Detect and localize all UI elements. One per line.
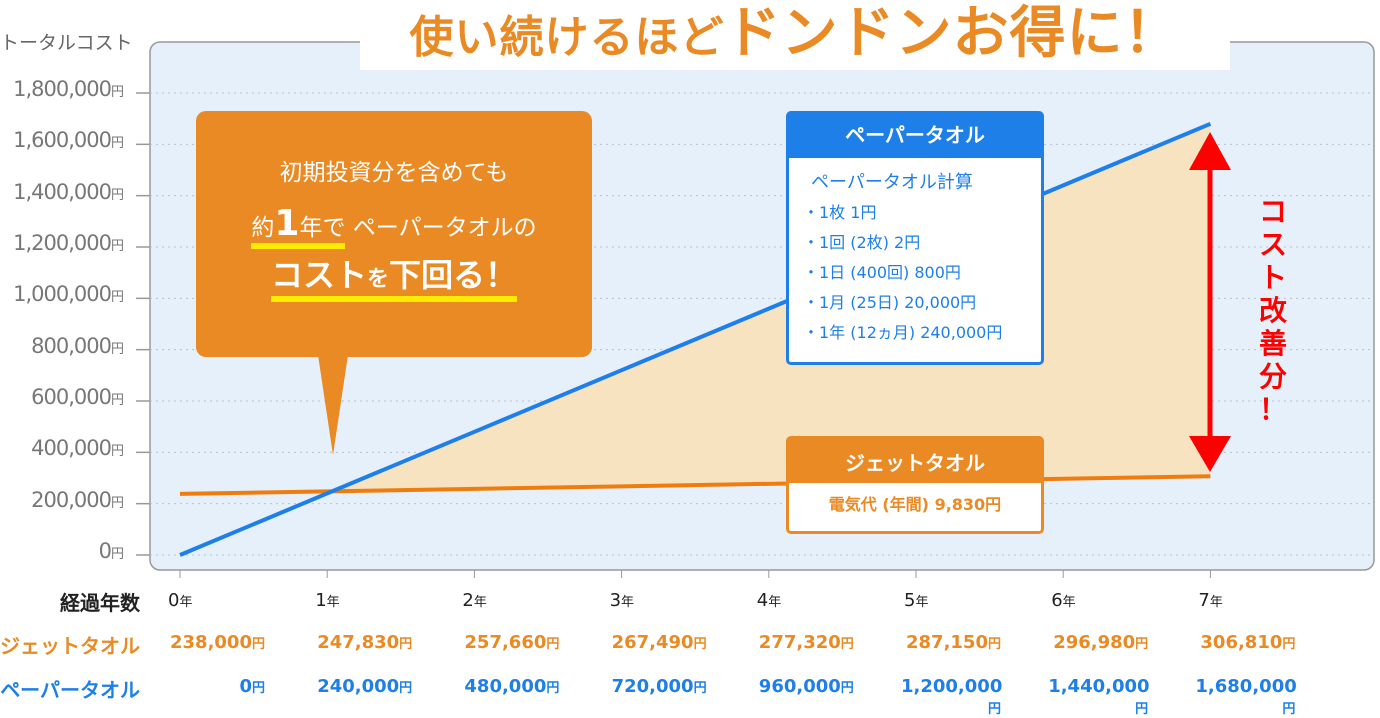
y-tick-label: 0円 (98, 539, 124, 563)
callout-pointer (318, 355, 348, 455)
callout-line3: コストを下回る！ (196, 250, 592, 302)
paper-cost-cell: 960,000円 (758, 676, 854, 697)
callout-box: 初期投資分を含めても 約1年で ペーパータオルの コストを下回る！ (196, 111, 592, 357)
paper-row-label: ペーパータオル (0, 678, 140, 702)
y-axis-title: トータルコスト (0, 32, 133, 54)
x-axis-title: 経過年数 (60, 591, 140, 615)
x-tick-label: 0年 (168, 590, 193, 611)
jet-cost-cell: 238,000円 (170, 632, 265, 653)
jet-cost-cell: 306,810円 (1200, 632, 1296, 653)
y-tick-label: 400,000円 (31, 436, 124, 461)
paper-item: ・1年 (12ヵ月) 240,000円 (803, 323, 1003, 342)
paper-box-title: ペーパータオル (789, 114, 1041, 158)
y-tick-label: 1,800,000円 (13, 77, 124, 101)
paper-item: ・1回 (2枚) 2円 (803, 233, 921, 252)
paper-cost-cell: 240,000円 (317, 676, 413, 697)
y-tick-label: 1,000,000円 (13, 282, 124, 307)
saving-arrow (1189, 132, 1231, 472)
y-tick-label: 600,000円 (31, 385, 124, 409)
x-tick-label: 6年 (1051, 590, 1076, 611)
callout-line2: 約1年で ペーパータオルの (196, 203, 592, 249)
x-tick-label: 7年 (1198, 590, 1223, 611)
paper-item: ・1日 (400回) 800円 (803, 263, 961, 282)
y-tick-label: 1,400,000円 (13, 179, 124, 204)
paper-cost-cell: 0円 (239, 676, 265, 697)
x-tick-label: 5年 (904, 590, 929, 611)
jet-cost-cell: 277,320円 (758, 632, 854, 653)
paper-item: ・1枚 1円 (803, 203, 877, 222)
paper-cost-cell: 720,000円 (611, 676, 707, 697)
callout-line1: 初期投資分を含めても (279, 160, 509, 186)
paper-cost-cell: 1,200,000円 (901, 676, 1003, 717)
y-tick-label: 800,000円 (31, 333, 124, 358)
x-tick-label: 4年 (756, 590, 782, 611)
jet-box-body: 電気代 (年間) 9,830円 (828, 495, 1002, 514)
jet-towel-box: ジェットタオル 電気代 (年間) 9,830円 (786, 436, 1044, 534)
paper-towel-box: ペーパータオル ペーパータオル計算 ・1枚 1円 ・1回 (2枚) 2円 ・1日… (786, 111, 1044, 365)
jet-cost-cell: 267,490円 (611, 632, 707, 653)
jet-cost-cell: 287,150円 (906, 632, 1001, 653)
y-tick-label: 200,000円 (31, 487, 124, 512)
paper-box-subtitle: ペーパータオル計算 (811, 172, 973, 193)
x-tick-label: 3年 (609, 590, 635, 611)
jet-row-label: ジェットタオル (0, 634, 140, 658)
paper-cost-cell: 1,680,000円 (1195, 676, 1297, 717)
saving-label: コスト改善分！ (1258, 195, 1287, 426)
jet-cost-cell: 257,660円 (464, 632, 560, 653)
jet-cost-cell: 247,830円 (317, 632, 413, 653)
paper-item: ・1月 (25日) 20,000円 (803, 293, 977, 312)
y-tick-label: 1,200,000円 (13, 231, 124, 255)
x-tick-label: 1年 (315, 590, 340, 611)
x-tick-label: 2年 (462, 590, 487, 611)
headline: 使い続けるほどドンドンお得に！ (360, 2, 1230, 70)
jet-cost-cell: 296,980円 (1053, 632, 1149, 653)
jet-box-title: ジェットタオル (789, 439, 1041, 483)
paper-cost-cell: 1,440,000円 (1048, 676, 1150, 717)
paper-cost-cell: 480,000円 (464, 676, 560, 697)
y-tick-label: 1,600,000円 (13, 128, 124, 153)
